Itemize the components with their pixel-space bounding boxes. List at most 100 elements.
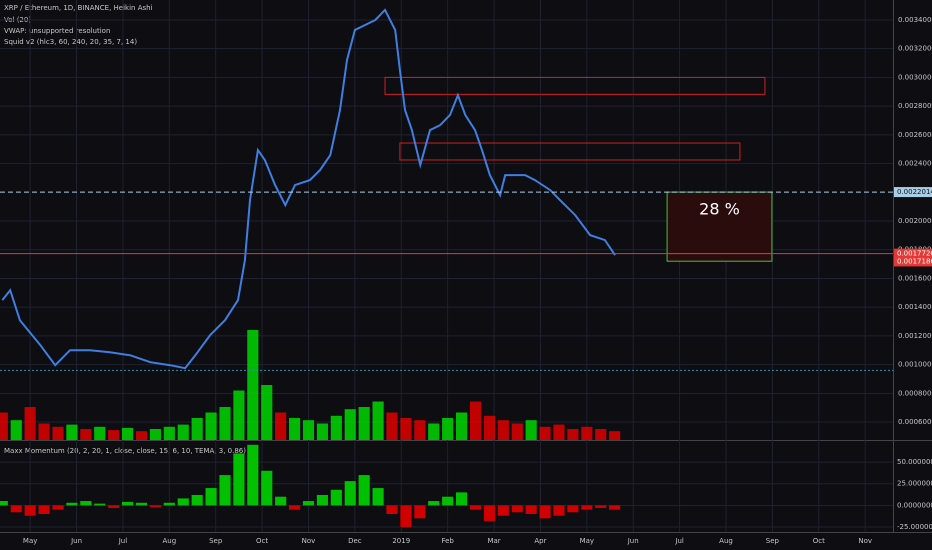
volume-bar <box>38 423 50 440</box>
momentum-bar <box>135 502 148 506</box>
x-tick-label: Jun <box>70 537 82 545</box>
x-tick-label: Jun <box>627 537 639 545</box>
momentum-bar <box>483 505 495 521</box>
momentum-bar <box>525 505 537 515</box>
volume-bar <box>595 429 607 440</box>
momentum-bar <box>609 505 621 510</box>
y-tick-label: 50.0000000 <box>897 458 932 466</box>
x-tick-label: Sep <box>209 537 223 545</box>
volume-bar <box>358 407 370 440</box>
x-tick-label: Feb <box>441 537 454 545</box>
x-tick-label: Apr <box>534 537 546 545</box>
y-tick-label: 0.00140000 <box>898 303 932 311</box>
volume-bar <box>177 424 189 440</box>
momentum-bar <box>191 494 203 506</box>
x-tick-label: Aug <box>162 537 176 545</box>
volume-bar <box>24 407 36 440</box>
momentum-bar <box>539 505 551 519</box>
momentum-bar <box>163 502 175 506</box>
volume-bar <box>289 418 301 440</box>
y-tick-label: 0.00060000 <box>898 418 932 426</box>
zone-box <box>399 142 741 161</box>
volume-bar <box>302 420 315 440</box>
momentum-bar <box>456 492 468 506</box>
x-tick-label: May <box>23 537 37 545</box>
momentum-bar <box>52 505 64 510</box>
volume-bar <box>330 415 342 440</box>
x-tick-label: Jul <box>118 537 128 545</box>
momentum-bar <box>205 488 217 506</box>
zone-label: 28 % <box>699 200 740 219</box>
momentum-bar <box>0 501 8 506</box>
momentum-bar <box>80 501 92 506</box>
volume-bar <box>414 420 426 440</box>
volume-bar <box>219 407 231 440</box>
volume-bar <box>483 415 495 440</box>
momentum-bar <box>275 496 287 506</box>
volume-bar <box>10 420 22 440</box>
momentum-bar <box>344 481 356 506</box>
momentum-bar <box>24 505 36 516</box>
momentum-bar <box>497 505 509 516</box>
momentum-bar <box>372 488 384 506</box>
x-tick-label: Oct <box>256 537 268 545</box>
momentum-bar <box>177 498 189 506</box>
y-tick-label: 0.00160000 <box>898 274 932 282</box>
volume-bar <box>135 431 148 440</box>
volume-bar <box>316 423 328 440</box>
price-line <box>1 8 616 370</box>
x-tick-label: Nov <box>858 537 872 545</box>
x-tick-label: Dec <box>348 537 362 545</box>
x-tick-label: 2019 <box>392 537 410 545</box>
momentum-bar <box>10 505 22 513</box>
momentum-bar <box>428 501 440 506</box>
x-tick-label: Nov <box>302 537 316 545</box>
volume-bar <box>247 330 259 440</box>
y-tick-label: 0.00000000 <box>897 501 932 509</box>
volume-bar <box>66 424 78 440</box>
momentum-bar <box>66 502 78 506</box>
y-tick-label: 0.00080000 <box>898 389 932 397</box>
volume-bar <box>400 418 412 440</box>
y-tick-label: 0.00280000 <box>898 102 932 110</box>
volume-bar <box>497 420 509 440</box>
momentum-bar <box>595 505 607 508</box>
x-tick-label: May <box>580 537 594 545</box>
volume-bar <box>609 431 621 440</box>
x-tick-label: Aug <box>719 537 733 545</box>
price-tag <box>894 187 932 198</box>
price-tag <box>894 256 932 267</box>
volume-bar <box>163 426 175 440</box>
volume-bar <box>344 409 356 440</box>
volume-bar <box>52 426 64 440</box>
volume-bar <box>108 430 120 440</box>
volume-bar <box>428 423 440 440</box>
volume-bar <box>581 426 593 440</box>
volume-bar <box>372 401 384 440</box>
price-tag <box>894 248 932 259</box>
volume-bar <box>122 427 134 440</box>
volume-bar <box>539 426 551 440</box>
momentum-bar <box>442 496 454 506</box>
momentum-bar <box>567 505 579 513</box>
momentum-bar <box>122 501 134 506</box>
volume-bar <box>567 429 579 440</box>
momentum-bar <box>358 475 370 506</box>
y-tick-label: 0.00300000 <box>898 73 932 81</box>
volume-bar <box>442 418 454 440</box>
volume-bar <box>511 423 523 440</box>
momentum-bar <box>330 489 342 506</box>
y-tick-label: 25.0000000 <box>897 480 932 488</box>
momentum-title: Maxx Momentum (20, 2, 20, 1, close, clos… <box>4 447 246 455</box>
momentum-bar <box>233 453 245 506</box>
momentum-bar <box>302 501 315 506</box>
indicator-label: VWAP: unsupported resolution <box>4 27 110 35</box>
price-tag-label: 0.00171864 <box>897 257 932 265</box>
volume-bar <box>149 429 161 440</box>
momentum-bar <box>261 470 273 506</box>
volume-bar <box>386 412 398 440</box>
volume-bar <box>275 412 287 440</box>
volume-bar <box>94 426 106 440</box>
x-tick-label: Jul <box>674 537 684 545</box>
